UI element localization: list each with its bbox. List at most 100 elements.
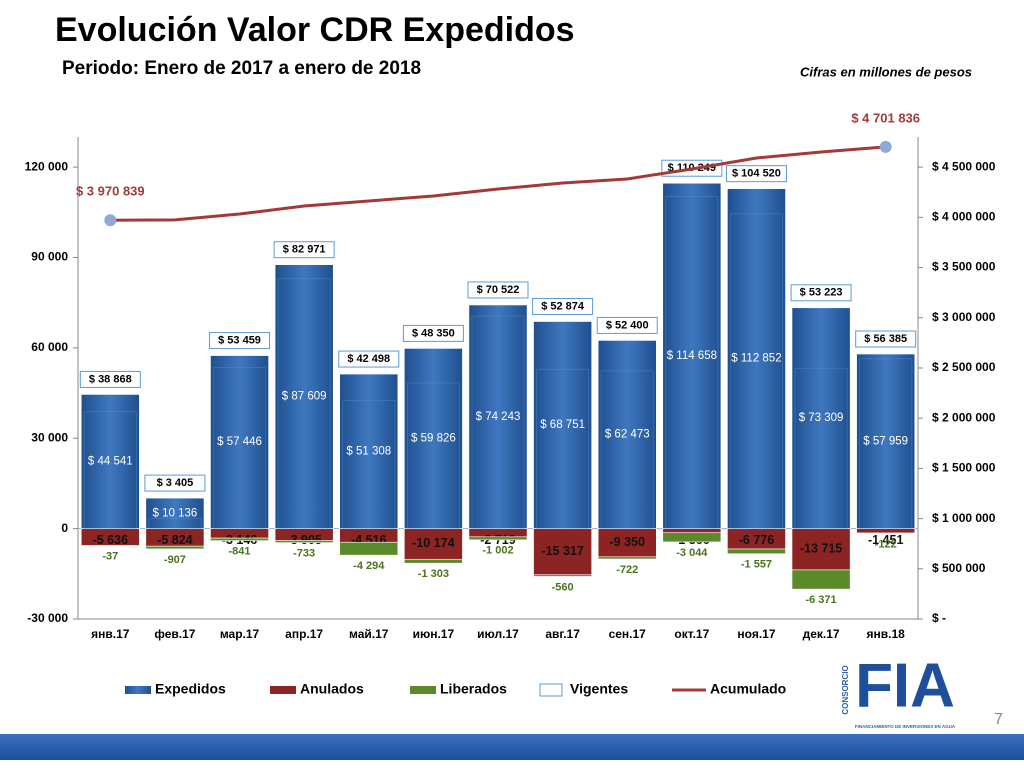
value-label: -3 044 (676, 547, 708, 559)
value-label-box (532, 298, 594, 316)
value-label: -733 (293, 548, 315, 560)
page-number: 7 (994, 711, 1003, 728)
legend-swatch (539, 683, 563, 697)
bar (727, 548, 786, 555)
legend-label: Acumulado (710, 681, 786, 697)
legend-label: Anulados (300, 681, 364, 697)
x-tick-label: янв.17 (91, 627, 130, 641)
legend-label: Vigentes (570, 681, 628, 697)
legend-swatch (270, 686, 296, 694)
value-label-box (144, 474, 206, 492)
value-label-box (725, 165, 787, 183)
title: Evolución Valor CDR Expedidos (55, 11, 575, 49)
value-label: $ 68 751 (540, 419, 585, 431)
y2-tick-label: $ 4 000 000 (932, 210, 996, 224)
bar (791, 528, 851, 571)
value-label: $ 44 541 (88, 456, 133, 468)
bar (468, 536, 528, 541)
bar (597, 528, 657, 558)
value-label: -10 174 (412, 536, 454, 550)
value-label: $ 57 959 (863, 435, 908, 447)
value-label: $ 51 308 (346, 445, 391, 457)
value-label: -4 294 (353, 560, 385, 572)
value-label: -6 371 (805, 594, 836, 606)
x-tick-label: апр.17 (285, 627, 323, 641)
bar (533, 528, 592, 576)
value-label: -1 451 (868, 533, 903, 547)
value-label-box (790, 284, 852, 302)
value-label: -907 (164, 554, 186, 566)
y2-tick-label: $ 500 000 (932, 561, 986, 575)
x-tick-label: ноя.17 (737, 627, 775, 641)
footer-band (0, 734, 1024, 760)
y2-tick-label: $ 3 500 000 (932, 260, 996, 274)
bar (210, 355, 269, 529)
bar (404, 558, 463, 564)
legend-label: Liberados (440, 681, 507, 697)
y2-tick-label: $ 2 000 000 (932, 410, 996, 424)
value-label: -560 (552, 581, 574, 593)
bar (145, 497, 205, 529)
value-label-box (209, 332, 271, 350)
value-label: -6 776 (739, 533, 774, 547)
bar (662, 182, 722, 529)
outline-bar (536, 368, 590, 530)
bar (210, 537, 269, 541)
y-tick-label: 0 (61, 521, 68, 535)
y-tick-label: -30 000 (27, 611, 68, 625)
value-label: -9 350 (610, 535, 645, 549)
value-label: $ 3 970 839 (76, 184, 145, 199)
outline-bar (342, 400, 396, 530)
value-label: -15 317 (541, 544, 583, 558)
bar (856, 353, 916, 529)
x-tick-label: янв.18 (867, 627, 906, 641)
outline-bar (406, 382, 460, 530)
outline-bar (729, 213, 784, 530)
legend-swatch (125, 686, 151, 694)
value-label: $ 112 852 (731, 353, 781, 365)
value-label: $ 3 405 (157, 477, 194, 489)
value-label: $ 114 658 (667, 350, 717, 362)
value-label: -37 (102, 551, 118, 563)
outline-bar (859, 358, 913, 530)
value-label: -122 (875, 538, 897, 550)
bar (80, 394, 140, 529)
x-tick-label: май.17 (349, 627, 389, 641)
bar (339, 541, 399, 556)
value-label-box (596, 316, 658, 334)
value-label: $ 73 309 (799, 412, 844, 424)
bar (727, 188, 786, 529)
value-label: -1 557 (741, 559, 772, 571)
y-tick-label: 60 000 (31, 340, 68, 354)
y2-tick-label: $ 3 000 000 (932, 310, 996, 324)
outline-bar (277, 278, 331, 530)
value-label: $ 38 868 (89, 373, 132, 385)
value-label: $ 53 223 (800, 287, 843, 299)
value-label: -841 (229, 546, 251, 558)
value-label: $ 59 826 (411, 433, 456, 445)
logo-brand: CONSORCIO (841, 665, 850, 714)
bar (597, 556, 657, 560)
x-tick-label: авг.17 (545, 627, 580, 641)
value-label-box (855, 330, 917, 348)
value-label: $ 48 350 (412, 327, 455, 339)
bar (404, 348, 463, 529)
line-marker (104, 214, 117, 227)
x-tick-label: дек.17 (803, 627, 840, 641)
outline-bar (665, 195, 719, 530)
bar (145, 545, 205, 550)
value-label: $ 53 459 (218, 334, 261, 346)
value-label: -1 303 (418, 568, 449, 580)
value-label: $ 52 400 (606, 319, 649, 331)
outline-bar (600, 370, 654, 530)
bar (791, 569, 851, 590)
value-label: $ 87 609 (282, 391, 327, 403)
value-label: -5 824 (157, 533, 192, 547)
value-label-box (402, 324, 464, 342)
value-label-box (79, 370, 141, 388)
outline-bar (471, 315, 525, 530)
legend-label: Expedidos (155, 681, 226, 697)
y2-tick-label: $ 4 500 000 (932, 159, 996, 173)
value-label-box (338, 350, 400, 368)
